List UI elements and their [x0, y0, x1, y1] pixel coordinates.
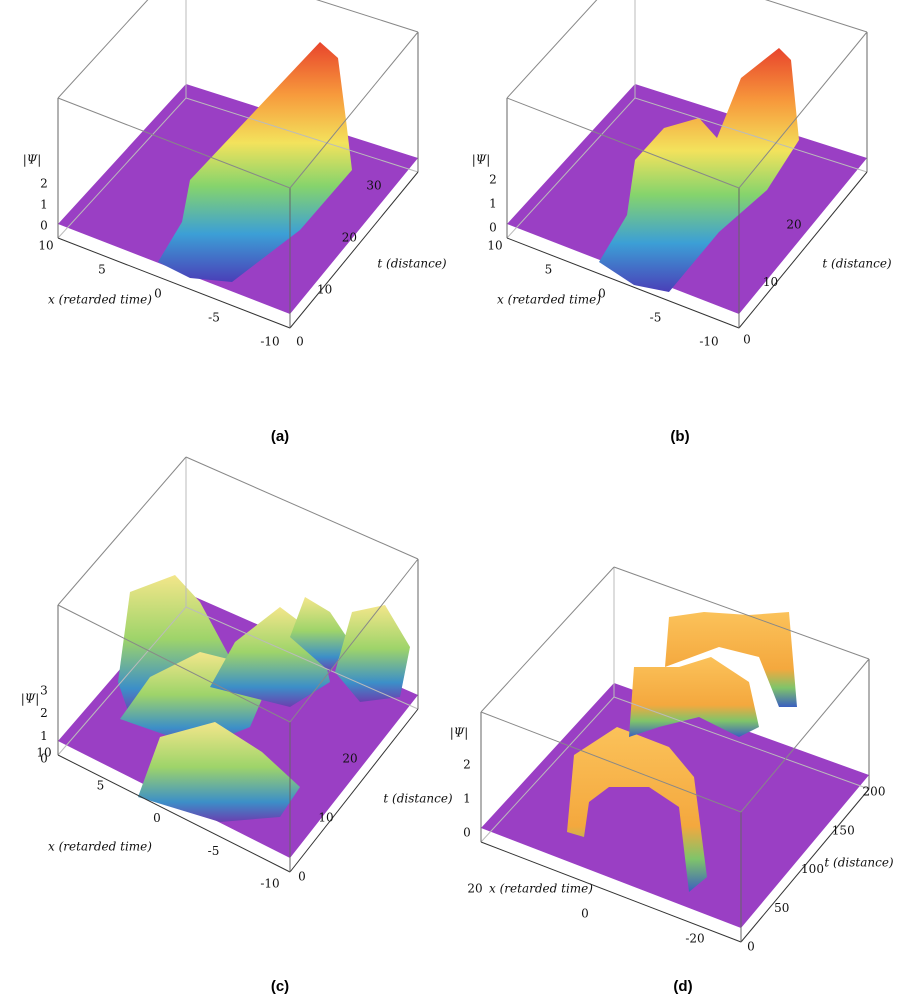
x-axis-label: x (retarded time)	[497, 293, 601, 307]
tick-label: -5	[650, 311, 662, 325]
tick-label: 10	[317, 283, 332, 297]
tick-label: 1	[489, 197, 497, 211]
tick-label: -10	[260, 335, 279, 349]
tick-label: 10	[318, 811, 333, 825]
x-axis-label: x (retarded time)	[489, 882, 593, 896]
box-edge	[186, 0, 418, 32]
tick-label: 3	[40, 684, 48, 698]
tick-label: 5	[98, 263, 106, 277]
panel: 200-20050100150200012|Ψ|x (retarded time…	[450, 567, 894, 995]
tick-label: 0	[296, 335, 304, 349]
tick-label: 2	[40, 706, 48, 720]
tick-label: 5	[97, 778, 105, 792]
z-axis-label: |Ψ|	[21, 692, 40, 706]
tick-label: 0	[489, 221, 497, 235]
tick-label: 2	[463, 758, 471, 772]
box-edge	[635, 0, 867, 32]
tick-label: 150	[832, 823, 855, 837]
tick-label: 2	[489, 173, 497, 187]
tick-label: 0	[743, 333, 751, 347]
t-axis-label: t (distance)	[822, 257, 892, 271]
tick-label: -5	[208, 844, 220, 858]
tick-label: 2	[40, 177, 48, 191]
tick-label: 10	[38, 239, 53, 253]
box-edge	[186, 457, 418, 559]
panel-label: (b)	[670, 428, 689, 445]
figure: 1050-5-100102030012|Ψ|x (retarded time)t…	[0, 0, 898, 995]
tick-label: 20	[467, 882, 482, 896]
tick-label: 0	[154, 287, 162, 301]
x-axis-label: x (retarded time)	[48, 293, 152, 307]
tick-label: 10	[487, 239, 502, 253]
page: 1050-5-100102030012|Ψ|x (retarded time)t…	[0, 0, 898, 995]
t-axis-label: t (distance)	[383, 792, 453, 806]
z-axis-label: |Ψ|	[450, 726, 469, 740]
tick-label: 0	[40, 752, 48, 766]
tick-label: 20	[786, 218, 801, 232]
tick-label: 0	[298, 870, 306, 884]
tick-label: 5	[545, 263, 553, 277]
x-axis-label: x (retarded time)	[48, 840, 152, 854]
tick-label: 0	[747, 940, 755, 954]
t-axis-label: t (distance)	[824, 856, 894, 870]
tick-label: 200	[863, 785, 886, 799]
z-axis-label: |Ψ|	[472, 153, 491, 167]
tick-label: -10	[699, 335, 718, 349]
panel-label: (a)	[271, 428, 289, 445]
tick-label: -10	[260, 877, 279, 891]
z-axis-label: |Ψ|	[23, 153, 42, 167]
panel-label: (d)	[673, 978, 692, 995]
panel-label: (c)	[271, 978, 289, 995]
tick-label: -20	[685, 932, 704, 946]
tick-label: 20	[342, 231, 357, 245]
tick-label: 1	[463, 792, 471, 806]
tick-label: -5	[208, 311, 220, 325]
tick-label: 20	[342, 752, 357, 766]
box-edge	[507, 0, 635, 98]
tick-label: 0	[40, 219, 48, 233]
tick-label: 1	[40, 198, 48, 212]
tick-label: 10	[763, 275, 778, 289]
tick-label: 100	[801, 862, 824, 876]
tick-label: 0	[581, 907, 589, 921]
tick-label: 1	[40, 729, 48, 743]
t-axis-label: t (distance)	[377, 257, 447, 271]
tick-label: 0	[463, 826, 471, 840]
tick-label: 0	[153, 811, 161, 825]
tick-label: 50	[774, 901, 789, 915]
box-edge	[481, 567, 614, 712]
box-edge	[58, 0, 186, 98]
tick-label: 30	[366, 179, 381, 193]
panel: 10 5 0 -5 -10 0 10 20 30 0 1 2 |Ψ| x (retarded time) t…	[23, 0, 447, 445]
